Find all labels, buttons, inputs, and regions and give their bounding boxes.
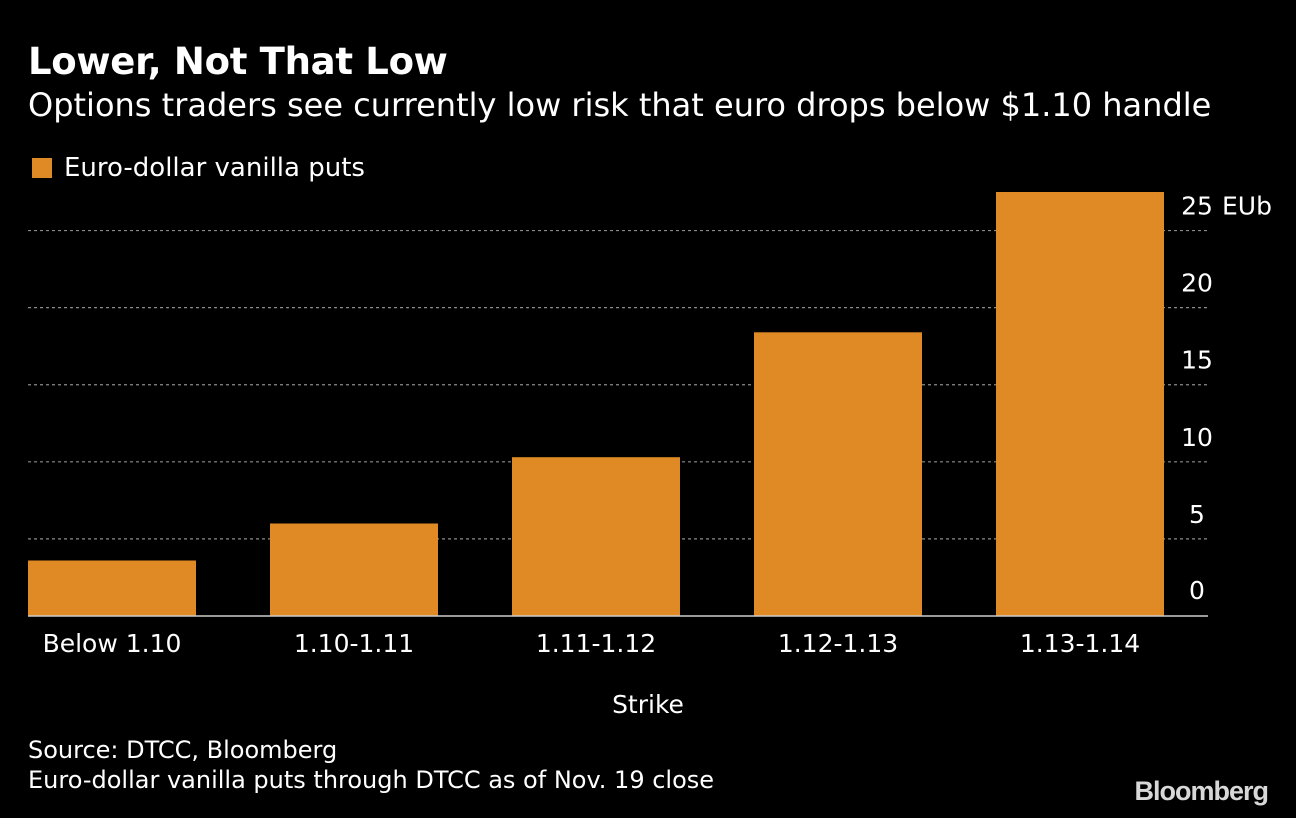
x-tick-label: Below 1.10 bbox=[43, 629, 182, 658]
y-tick-label: 15 bbox=[1181, 346, 1213, 375]
y-tick-label: 0 bbox=[1189, 576, 1205, 605]
bar bbox=[512, 457, 680, 616]
x-tick-label: 1.11-1.12 bbox=[536, 629, 656, 658]
legend-swatch bbox=[32, 158, 52, 178]
legend: Euro-dollar vanilla puts bbox=[32, 153, 365, 183]
y-tick-label: 20 bbox=[1181, 269, 1213, 298]
bar bbox=[28, 560, 196, 616]
footnote: Euro-dollar vanilla puts through DTCC as… bbox=[28, 766, 715, 794]
bloomberg-logo: Bloomberg bbox=[1134, 776, 1269, 806]
bar bbox=[270, 523, 438, 616]
source-note: Source: DTCC, Bloomberg bbox=[28, 736, 338, 764]
y-tick-label: 5 bbox=[1189, 500, 1205, 529]
x-tick-label: 1.13-1.14 bbox=[1020, 629, 1140, 658]
x-axis-title: Strike bbox=[612, 690, 684, 719]
bar bbox=[996, 192, 1164, 616]
chart-title: Lower, Not That Low bbox=[28, 40, 448, 83]
x-tick-label: 1.12-1.13 bbox=[778, 629, 898, 658]
legend-label: Euro-dollar vanilla puts bbox=[64, 153, 365, 183]
chart-subtitle: Options traders see currently low risk t… bbox=[28, 86, 1212, 124]
y-tick-label: 25 bbox=[1181, 192, 1213, 221]
y-tick-label: 10 bbox=[1181, 423, 1213, 452]
x-tick-label: 1.10-1.11 bbox=[294, 629, 414, 658]
bar bbox=[754, 332, 922, 616]
y-unit-label: EUb bbox=[1222, 192, 1272, 221]
